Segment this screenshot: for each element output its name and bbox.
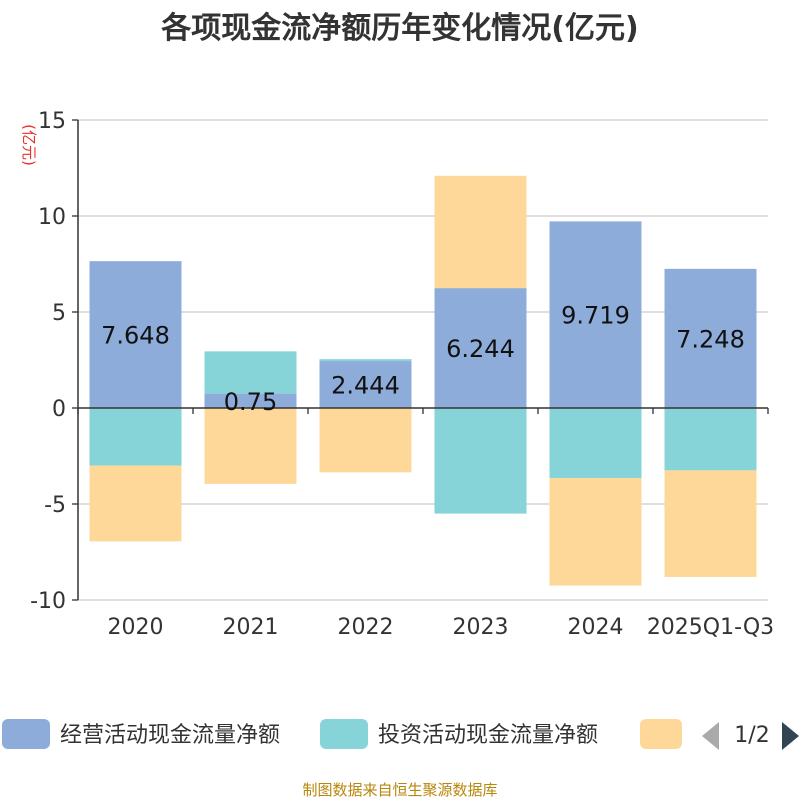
axis-layer: 2020 2021 2022 2023 2024 2025Q1-Q3 xyxy=(77,120,774,640)
bar-0-series-0 xyxy=(89,261,182,408)
legend-swatch-operating xyxy=(2,719,50,749)
bar-3-series-1 xyxy=(434,408,527,514)
bar-1-series-1 xyxy=(204,351,297,394)
y-tick-label-3: 0 xyxy=(52,397,66,422)
bar-0-series-1 xyxy=(89,408,182,466)
legend-label-investing: 投资活动现金流量净额 xyxy=(378,723,598,748)
bar-4-series-2 xyxy=(549,478,642,586)
bar-3-series-2 xyxy=(434,175,527,289)
bar-4-series-1 xyxy=(549,408,642,479)
bar-1-series-0 xyxy=(204,393,297,408)
bars-layer xyxy=(89,175,757,586)
legend: 经营活动现金流量净额 投资活动现金流量净额 1/2 xyxy=(2,719,799,750)
legend-next-page-icon[interactable] xyxy=(782,722,799,750)
bar-2-series-2 xyxy=(319,408,412,473)
legend-label-operating: 经营活动现金流量净额 xyxy=(60,723,280,748)
bar-5-series-1 xyxy=(664,408,757,471)
legend-swatch-investing xyxy=(320,719,368,749)
y-tick-label-4: -5 xyxy=(44,493,66,518)
bar-value-label-1: 0.75 xyxy=(224,388,277,416)
data-source-note: 制图数据来自恒生聚源数据库 xyxy=(302,781,497,799)
y-tick-label-1: 10 xyxy=(38,205,66,230)
bar-value-label-0: 7.648 xyxy=(101,322,170,350)
bar-3-series-0 xyxy=(434,288,527,408)
x-tick-label-2: 2022 xyxy=(338,615,394,640)
legend-page-indicator: 1/2 xyxy=(734,723,769,748)
bar-5-series-0 xyxy=(664,268,757,408)
x-tick-label-5: 2025Q1-Q3 xyxy=(647,615,774,640)
y-axis-unit-label: (亿元) xyxy=(20,124,38,166)
legend-prev-page-icon[interactable] xyxy=(702,722,719,750)
legend-swatch-financing xyxy=(640,719,682,749)
grid-layer: 15 10 5 0 -5 -10 xyxy=(30,109,768,614)
y-tick-label-5: -10 xyxy=(30,589,66,614)
bar-value-label-3: 6.244 xyxy=(446,335,515,363)
bar-2-series-0 xyxy=(319,361,412,408)
bar-1-series-2 xyxy=(204,408,297,484)
bar-value-label-5: 7.248 xyxy=(676,325,745,353)
bar-2-series-1 xyxy=(319,359,412,362)
bar-4-series-0 xyxy=(549,221,642,408)
bar-5-series-2 xyxy=(664,470,757,577)
x-tick-label-1: 2021 xyxy=(223,615,279,640)
chart-title: 各项现金流净额历年变化情况(亿元) xyxy=(160,11,638,46)
x-tick-label-0: 2020 xyxy=(108,615,164,640)
bar-value-label-4: 9.719 xyxy=(561,302,630,330)
bar-0-series-2 xyxy=(89,465,182,542)
labels-layer: 7.648 0.75 2.444 6.244 9.719 7.248 xyxy=(101,302,745,416)
x-tick-label-4: 2024 xyxy=(568,615,624,640)
y-tick-label-2: 5 xyxy=(52,301,66,326)
x-tick-label-3: 2023 xyxy=(453,615,509,640)
bar-value-label-2: 2.444 xyxy=(331,372,400,400)
y-tick-label-0: 15 xyxy=(38,109,66,134)
